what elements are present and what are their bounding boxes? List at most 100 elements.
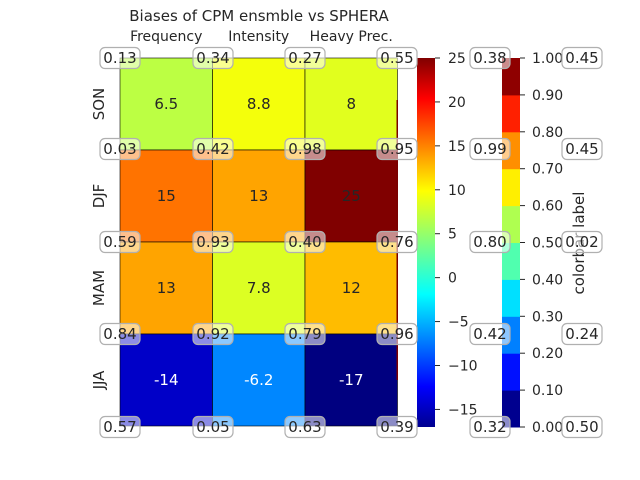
annotation-box: 0.34 <box>192 46 234 70</box>
discrete-colorbar-tick-label: 0.10 <box>532 383 563 399</box>
heatmap-grid: 6.5 8.8 8 15 13 25 13 7.8 12 -14 -6.2 -17 <box>119 57 398 427</box>
annotation-text: 0.34 <box>196 49 229 67</box>
annotation-text: 0.13 <box>103 49 136 67</box>
annotation-box: 0.38 <box>469 46 511 70</box>
annotation-box: 0.27 <box>284 46 326 70</box>
main-colorbar-tick-label: 25 <box>448 51 466 67</box>
discrete-colorbar-bin <box>502 279 520 317</box>
annotation-box: 0.92 <box>192 322 234 346</box>
annotation-text: 0.45 <box>565 140 598 158</box>
annotation-text: 0.55 <box>380 49 413 67</box>
cell-value-label: 8.8 <box>247 95 271 113</box>
cell-value-label: 13 <box>249 187 268 205</box>
column-labels: Frequency Intensity Heavy Prec. <box>130 29 393 45</box>
column-label: Frequency <box>130 29 202 45</box>
annotation-box: 0.50 <box>561 415 603 439</box>
discrete-colorbar-tick-label: 0.90 <box>532 88 563 104</box>
discrete-colorbar-tick-label: 0.20 <box>532 346 563 362</box>
chart-title: Biases of CPM ensmble vs SPHERA <box>129 7 389 25</box>
heatmap-cell <box>304 149 398 243</box>
cell-value-label: 15 <box>157 187 176 205</box>
annotation-text: 0.80 <box>473 233 506 251</box>
annotation-text: 0.45 <box>565 49 598 67</box>
annotation-box: 0.79 <box>284 322 326 346</box>
annotation-text: 0.40 <box>288 233 321 251</box>
discrete-colorbar-tick-label: 0.80 <box>532 125 563 141</box>
main-colorbar-tick-label: 5 <box>448 227 457 243</box>
annotation-text: 0.39 <box>380 418 413 436</box>
main-colorbar-gradient <box>417 58 435 427</box>
annotation-box: 0.32 <box>469 415 511 439</box>
heatmap-cell <box>212 57 306 151</box>
annotation-box: 0.98 <box>284 137 326 161</box>
annotation-box: 0.63 <box>284 415 326 439</box>
heatmap-cell <box>119 149 213 243</box>
annotation-text: 0.63 <box>288 418 321 436</box>
row-label: SON <box>90 88 108 121</box>
annotation-text: 0.99 <box>473 140 506 158</box>
row-label: MAM <box>90 270 108 306</box>
row-labels: SON DJF MAM JJA <box>90 88 108 391</box>
cell-value-label: 7.8 <box>247 279 271 297</box>
annotation-text: 0.02 <box>565 233 598 251</box>
cell-value-label: 8 <box>346 95 356 113</box>
row-label: JJA <box>90 370 108 391</box>
annotation-box: 0.42 <box>469 322 511 346</box>
heatmap-cell <box>212 149 306 243</box>
annotation-box: 0.40 <box>284 230 326 254</box>
discrete-colorbar-bin <box>502 168 520 207</box>
cell-value-label: -14 <box>154 371 179 389</box>
annotation-box: 0.76 <box>376 230 418 254</box>
annotation-box: 0.45 <box>561 46 603 70</box>
annotation-box: 0.03 <box>99 137 141 161</box>
annotation-text: 0.24 <box>565 325 598 343</box>
annotation-text: 0.50 <box>565 418 598 436</box>
annotation-text: 0.93 <box>196 233 229 251</box>
annotation-text: 0.03 <box>103 140 136 158</box>
annotation-box: 0.95 <box>376 137 418 161</box>
annotation-text: 0.79 <box>288 325 321 343</box>
annotation-text: 0.32 <box>473 418 506 436</box>
annotation-box: 0.84 <box>99 322 141 346</box>
annotation-box: 0.24 <box>561 322 603 346</box>
discrete-colorbar-tick-label: 0.70 <box>532 162 563 178</box>
main-colorbar-tick-label: 15 <box>448 139 466 155</box>
annotation-box: 0.55 <box>376 46 418 70</box>
annotation-box: 0.02 <box>561 230 603 254</box>
annotation-text: 0.57 <box>103 418 136 436</box>
annotation-text: 0.42 <box>473 325 506 343</box>
cell-value-label: 25 <box>342 187 361 205</box>
discrete-colorbar-tick-label: 1.00 <box>532 51 563 67</box>
annotation-box: 0.13 <box>99 46 141 70</box>
main-colorbar-tick-label: −10 <box>448 359 478 375</box>
heatmap-cell <box>119 333 213 427</box>
cell-value-label: 6.5 <box>154 95 178 113</box>
heatmap-cell <box>119 241 213 335</box>
annotation-text: 0.98 <box>288 140 321 158</box>
annotation-box: 0.80 <box>469 230 511 254</box>
annotation-text: 0.84 <box>103 325 136 343</box>
heatmap-cell <box>304 57 398 151</box>
discrete-colorbar-tick-label: 0.50 <box>532 236 563 252</box>
discrete-colorbar-tick-label: 0.00 <box>532 420 563 436</box>
main-colorbar-tick-label: 0 <box>448 271 457 287</box>
discrete-colorbar-tick-label: 0.40 <box>532 272 563 288</box>
main-colorbar-tick-label: −5 <box>448 315 469 331</box>
annotation-text: 0.05 <box>196 418 229 436</box>
column-label: Intensity <box>228 29 289 45</box>
heatmap-cell <box>212 241 306 335</box>
row-label: DJF <box>90 184 108 209</box>
annotation-text: 0.42 <box>196 140 229 158</box>
annotation-box: 0.05 <box>192 415 234 439</box>
annotation-box: 0.39 <box>376 415 418 439</box>
annotation-box: 0.57 <box>99 415 141 439</box>
annotation-text: 0.27 <box>288 49 321 67</box>
main-colorbar: −15 −10 −5 0 5 10 15 20 25 <box>417 51 478 427</box>
annotation-text: 0.38 <box>473 49 506 67</box>
annotation-text: 0.96 <box>380 325 413 343</box>
cell-value-label: -6.2 <box>244 371 273 389</box>
annotation-box: 0.45 <box>561 137 603 161</box>
heatmap-cell <box>304 333 398 427</box>
discrete-colorbar-tick-label: 0.60 <box>532 199 563 215</box>
